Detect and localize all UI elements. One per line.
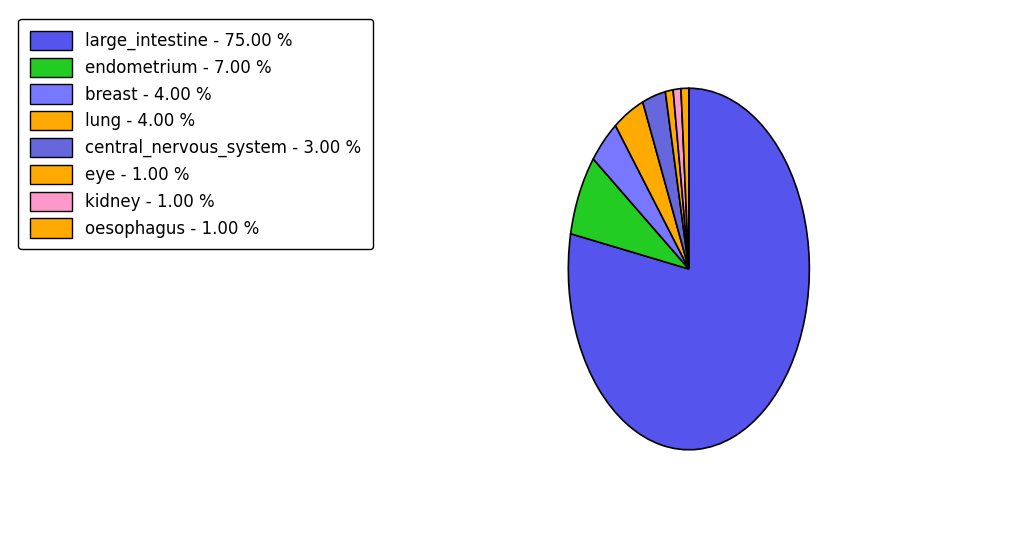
Legend: large_intestine - 75.00 %, endometrium - 7.00 %, breast - 4.00 %, lung - 4.00 %,: large_intestine - 75.00 %, endometrium -… — [18, 19, 373, 249]
Wedge shape — [642, 91, 689, 269]
Wedge shape — [673, 89, 689, 269]
Wedge shape — [616, 102, 689, 269]
Wedge shape — [594, 125, 689, 269]
Wedge shape — [666, 90, 689, 269]
Wedge shape — [570, 159, 689, 269]
Wedge shape — [568, 88, 809, 450]
Wedge shape — [681, 88, 689, 269]
